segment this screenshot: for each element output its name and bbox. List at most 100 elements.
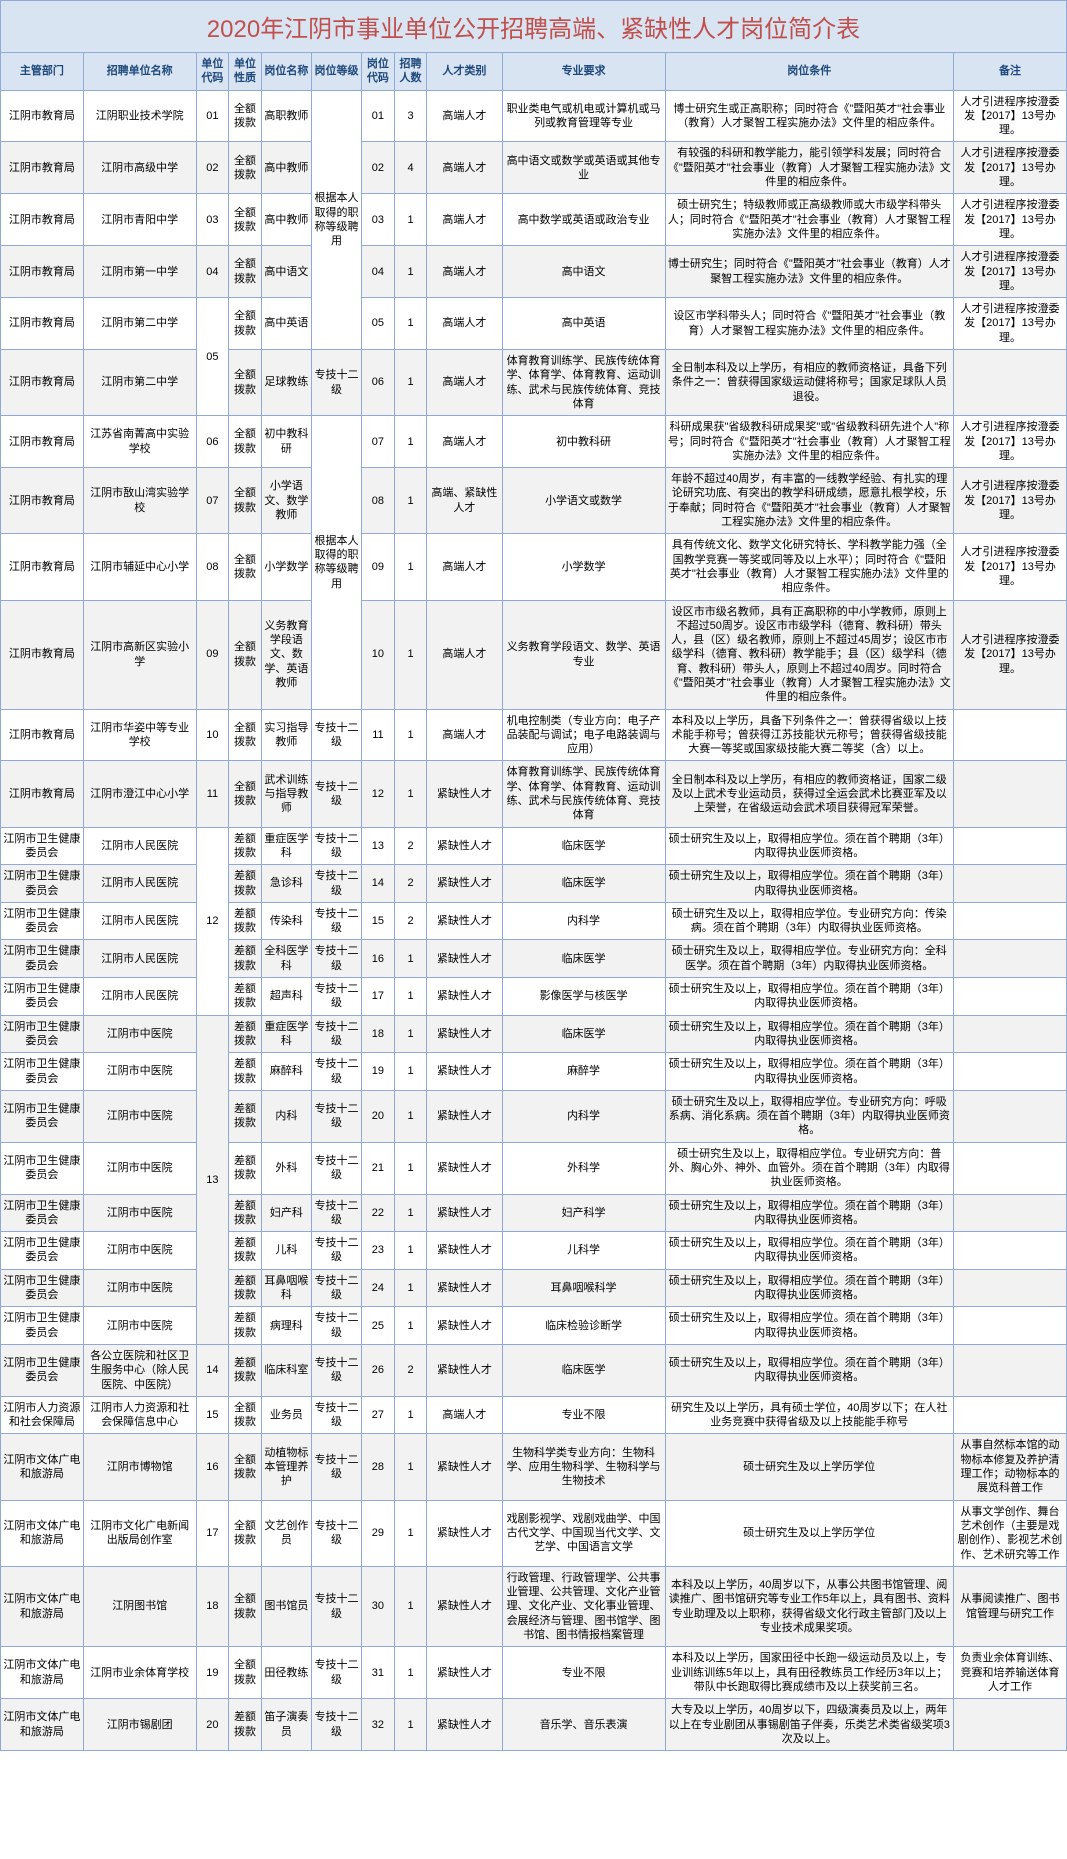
table-cell: 专技十二级: [311, 1699, 361, 1751]
table-row: 江阴市卫生健康委员会江阴市中医院差额拨款耳鼻咽喉科专技十二级241紧缺性人才耳鼻…: [1, 1269, 1067, 1307]
table-cell: 妇产科学: [502, 1194, 665, 1232]
table-cell: 专技十二级: [311, 1344, 361, 1396]
table-cell: 江阴图书馆: [83, 1566, 196, 1646]
table-cell: 根据本人取得的职称等级聘用: [311, 416, 361, 709]
table-row: 江阴市文体广电和旅游局江阴市博物馆16全额拨款动植物标本管理养护专技十二级281…: [1, 1434, 1067, 1500]
table-cell: 江阴市卫生健康委员会: [1, 1194, 84, 1232]
table-cell: 耳鼻咽喉科: [261, 1269, 311, 1307]
table-cell: 紧缺性人才: [427, 827, 502, 865]
table-row: 江阴市教育局江阴市第二中学05全额拨款高中英语051高端人才高中英语设区市学科带…: [1, 298, 1067, 350]
table-cell: 10: [362, 600, 395, 709]
table-cell: 全额拨款: [229, 142, 262, 194]
table-cell: 03: [196, 194, 229, 246]
table-cell: 1: [394, 246, 427, 298]
table-cell: 江阴市中医院: [83, 1053, 196, 1091]
table-row: 江阴市卫生健康委员会江阴市中医院差额拨款内科专技十二级201紧缺性人才内科学硕士…: [1, 1090, 1067, 1142]
table-cell: 全日制本科及以上学历，有相应的教师资格证，国家二级及以上武术专业运动员，获得过全…: [665, 761, 953, 827]
table-cell: 设区市市级名教师，具有正高职称的中小学教师，原则上不超过50周岁。设区市市级学科…: [665, 600, 953, 709]
table-cell: 临床医学: [502, 1015, 665, 1053]
table-cell: 14: [196, 1344, 229, 1396]
table-cell: 重症医学科: [261, 1015, 311, 1053]
table-cell: 内科学: [502, 1090, 665, 1142]
table-cell: 江阴市中医院: [83, 1307, 196, 1345]
h-nature: 单位性质: [229, 53, 262, 91]
table-cell: 人才引进程序按澄委发【2017】13号办理。: [954, 90, 1067, 142]
table-cell: 硕士研究生及以上，取得相应学位。须在首个聘期（3年）内取得执业医师资格。: [665, 1015, 953, 1053]
h-pcode: 岗位代码: [362, 53, 395, 91]
table-cell: 儿科: [261, 1232, 311, 1270]
table-cell: 差额拨款: [229, 827, 262, 865]
h-dept: 主管部门: [1, 53, 84, 91]
table-cell: 19: [362, 1053, 395, 1091]
table-cell: 全额拨款: [229, 534, 262, 600]
table-cell: 03: [362, 194, 395, 246]
table-cell: 差额拨款: [229, 1344, 262, 1396]
table-cell: 04: [196, 246, 229, 298]
table-row: 江阴市文体广电和旅游局江阴市业余体育学校19全额拨款田径教练专技十二级311紧缺…: [1, 1647, 1067, 1699]
table-cell: 小学数学: [261, 534, 311, 600]
table-cell: 专技十二级: [311, 1142, 361, 1194]
table-cell: 江阴市人民医院: [83, 978, 196, 1016]
table-cell: 30: [362, 1566, 395, 1646]
table-cell: 江阴市文化广电新闻出版局创作室: [83, 1500, 196, 1566]
table-cell: 从事自然标本馆的动物标本修复及养护清理工作；动物标本的展览科普工作: [954, 1434, 1067, 1500]
table-cell: 1: [394, 468, 427, 534]
table-cell: [954, 350, 1067, 416]
table-cell: 高中数学或英语或政治专业: [502, 194, 665, 246]
table-cell: 紧缺性人才: [427, 1269, 502, 1307]
table-row: 江阴市教育局江阴市辅延中心小学08全额拨款小学数学091高端人才小学数学具有传统…: [1, 534, 1067, 600]
table-cell: 紧缺性人才: [427, 1053, 502, 1091]
table-cell: 义务教育学段语文、数学、英语教师: [261, 600, 311, 709]
table-cell: 行政管理、行政管理学、公共事业管理、公共管理、文化产业管理、文化产业、文化事业管…: [502, 1566, 665, 1646]
table-cell: 江阴市卫生健康委员会: [1, 1307, 84, 1345]
table-cell: [954, 1232, 1067, 1270]
table-cell: 初中教科研: [261, 416, 311, 468]
table-cell: 紧缺性人才: [427, 761, 502, 827]
table-cell: 江阴市人民医院: [83, 827, 196, 865]
table-cell: 具有传统文化、数学文化研究特长、学科教学能力强（全国教学竞赛一等奖或同等及以上水…: [665, 534, 953, 600]
table-cell: 差额拨款: [229, 1053, 262, 1091]
table-cell: 高端人才: [427, 298, 502, 350]
table-cell: 1: [394, 534, 427, 600]
table-cell: 妇产科: [261, 1194, 311, 1232]
h-pname: 岗位名称: [261, 53, 311, 91]
table-cell: 16: [196, 1434, 229, 1500]
table-cell: 江阴市教育局: [1, 90, 84, 142]
table-cell: 麻醉学: [502, 1053, 665, 1091]
table-cell: 紧缺性人才: [427, 902, 502, 940]
table-cell: 专技十二级: [311, 940, 361, 978]
table-cell: 专技十二级: [311, 350, 361, 416]
table-cell: [954, 865, 1067, 903]
table-cell: 专技十二级: [311, 1090, 361, 1142]
table-cell: 2: [394, 1344, 427, 1396]
table-cell: 差额拨款: [229, 1194, 262, 1232]
table-cell: 专技十二级: [311, 978, 361, 1016]
table-cell: 体育教育训练学、民族传统体育学、体育学、体育教育、运动训练、武术与民族传统体育、…: [502, 761, 665, 827]
table-cell: 江阴市中医院: [83, 1142, 196, 1194]
table-cell: 23: [362, 1232, 395, 1270]
table-cell: 专技十二级: [311, 1647, 361, 1699]
table-cell: 高中教师: [261, 142, 311, 194]
table-row: 江阴市教育局江阴市澄江中心小学11全额拨款武术训练与指导教师专技十二级121紧缺…: [1, 761, 1067, 827]
table-cell: 儿科学: [502, 1232, 665, 1270]
table-cell: [954, 1015, 1067, 1053]
table-cell: 博士研究生；同时符合《"暨阳英才"社会事业（教育）人才聚智工程实施办法》文件里的…: [665, 246, 953, 298]
table-cell: 3: [394, 90, 427, 142]
table-cell: 专技十二级: [311, 1194, 361, 1232]
table-cell: [954, 709, 1067, 761]
table-cell: 人才引进程序按澄委发【2017】13号办理。: [954, 534, 1067, 600]
h-num: 招聘人数: [394, 53, 427, 91]
table-cell: 1: [394, 761, 427, 827]
table-cell: 专技十二级: [311, 902, 361, 940]
table-cell: 传染科: [261, 902, 311, 940]
table-cell: 临床医学: [502, 1344, 665, 1396]
table-cell: 高职教师: [261, 90, 311, 142]
table-cell: 江阴市卫生健康委员会: [1, 1015, 84, 1053]
table-cell: [954, 1269, 1067, 1307]
h-ucode: 单位代码: [196, 53, 229, 91]
table-cell: 紧缺性人才: [427, 1307, 502, 1345]
table-cell: 12: [362, 761, 395, 827]
table-cell: 江阴市教育局: [1, 416, 84, 468]
table-cell: 江阴市澄江中心小学: [83, 761, 196, 827]
table-cell: 27: [362, 1396, 395, 1434]
